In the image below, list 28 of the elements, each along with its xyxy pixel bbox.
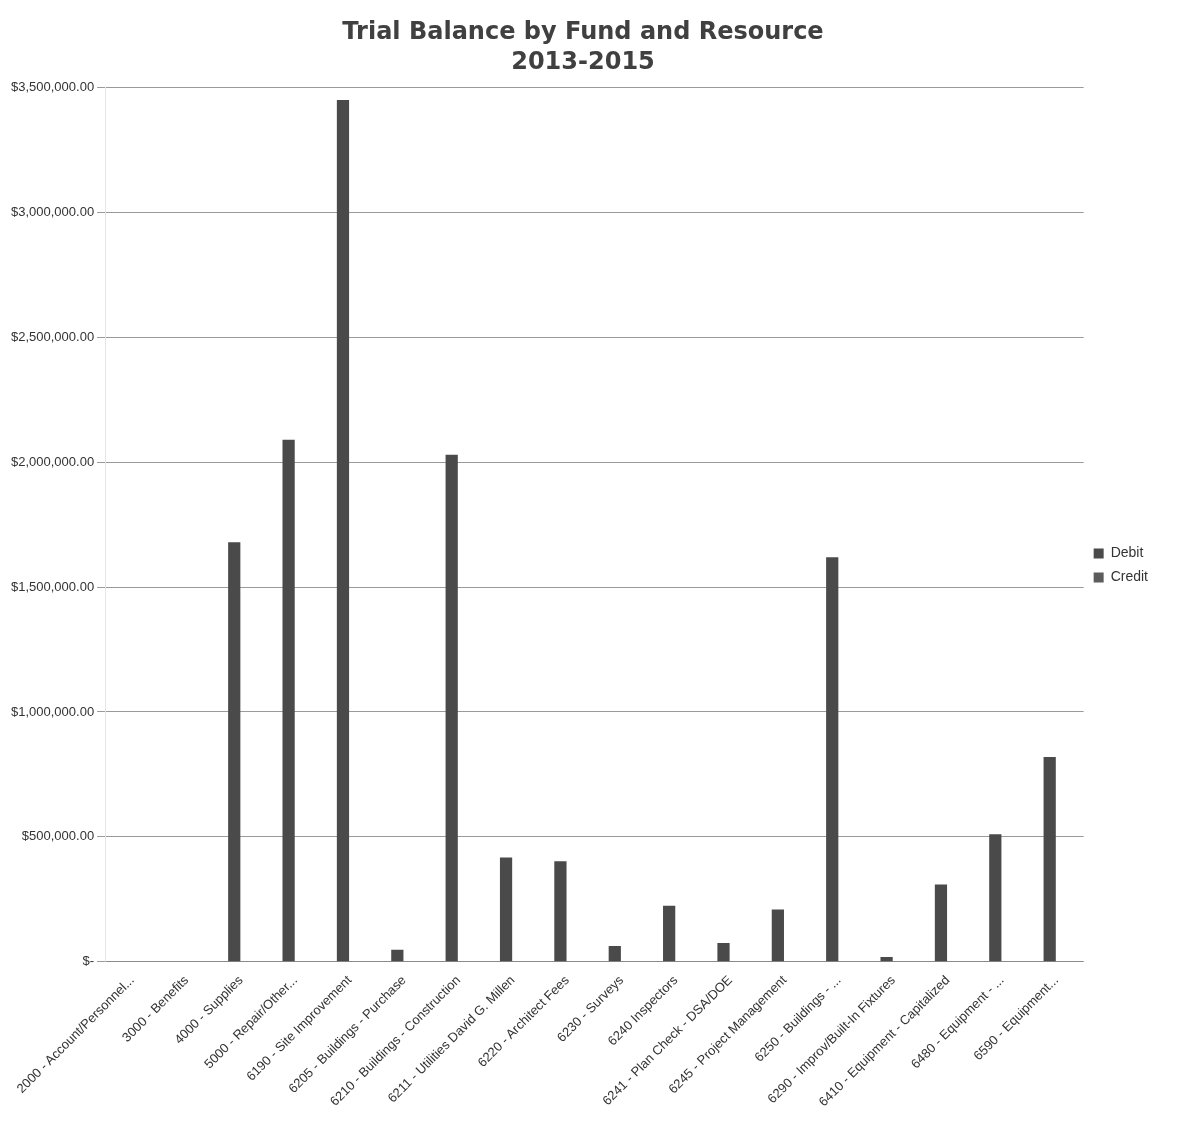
bar bbox=[554, 861, 567, 962]
bar bbox=[934, 884, 948, 962]
bar bbox=[826, 557, 839, 962]
y-tick-label: $1,000,000.00 bbox=[10, 703, 95, 719]
legend-label: Debit bbox=[1110, 544, 1144, 561]
bar bbox=[771, 909, 784, 962]
bar bbox=[663, 905, 676, 962]
bar bbox=[282, 439, 295, 962]
y-tick-label: $3,000,000.00 bbox=[10, 204, 95, 220]
bar bbox=[608, 946, 621, 962]
y-tick-label: $2,500,000.00 bbox=[10, 328, 95, 344]
y-tick-label: $500,000.00 bbox=[21, 828, 95, 844]
bar bbox=[989, 834, 1002, 962]
y-tick-label: $2,000,000.00 bbox=[10, 453, 95, 469]
bar bbox=[1043, 756, 1056, 962]
bar bbox=[391, 949, 404, 962]
y-tick-label: $- bbox=[82, 953, 95, 969]
bar bbox=[228, 542, 241, 962]
chart-subtitle: 2013-2015 bbox=[511, 47, 655, 76]
legend-label: Credit bbox=[1110, 568, 1149, 585]
bar bbox=[717, 943, 730, 962]
chart-title: Trial Balance by Fund and Resource bbox=[342, 16, 824, 45]
y-tick-label: $1,500,000.00 bbox=[10, 578, 95, 594]
bar bbox=[880, 957, 893, 962]
y-tick-label: $3,500,000.00 bbox=[10, 79, 95, 95]
bar bbox=[445, 454, 458, 962]
bar bbox=[499, 857, 513, 962]
bar bbox=[336, 100, 350, 962]
